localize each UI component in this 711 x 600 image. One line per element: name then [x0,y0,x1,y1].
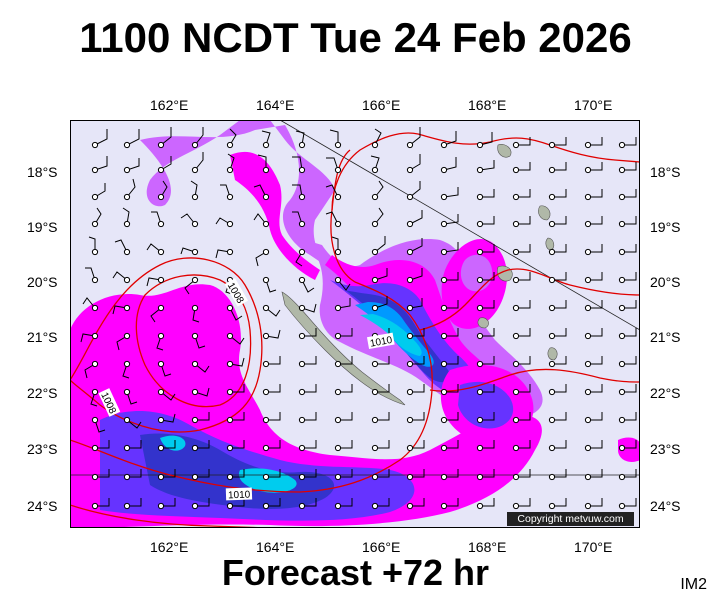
lat-label-right-24: 24°S [650,498,681,514]
lon-label-top-164: 164°E [256,97,295,113]
lat-label-left-20: 20°S [27,274,58,290]
map-title: 1100 NCDT Tue 24 Feb 2026 [79,14,632,61]
rain-area-west-peak-2 [160,435,186,451]
rain-area-east-inner [460,254,493,292]
isobar-center-loop [135,274,252,408]
weather-map: 1008 1008 1010 1010 [70,120,640,528]
isobar-southeast [429,368,640,392]
rain-area-north-core [230,151,320,280]
isobar-lines [70,132,640,528]
isobar-far-south [70,504,271,528]
lat-label-left-24: 24°S [27,498,58,514]
island-north [497,144,512,158]
lon-label-bottom-170: 170°E [574,539,613,555]
rain-area-far-east [618,437,640,462]
lon-label-bottom-166: 166°E [362,539,401,555]
model-tag: IM2 [680,576,707,593]
lat-label-left-19: 19°S [27,219,58,235]
wind-barbs [80,127,637,507]
lat-label-right-20: 20°S [650,274,681,290]
loyalty-island-2 [477,317,489,329]
rain-area-se-blue [458,381,514,429]
eez-boundaries [70,120,640,476]
lon-label-bottom-162: 162°E [150,539,189,555]
forecast-label: Forecast +72 hr [221,552,490,593]
lat-label-right-19: 19°S [650,219,681,235]
copyright-badge: Copyright metvuw.com [507,512,634,526]
map-border [70,120,640,528]
lat-label-left-22: 22°S [27,385,58,401]
eez-line-diagonal [279,120,640,331]
lon-label-top-170: 170°E [574,97,613,113]
lat-label-right-22: 22°S [650,385,681,401]
isobar-label-1010-center: 1010 [369,335,393,350]
lat-label-right-23: 23°S [650,441,681,457]
lat-label-left-23: 23°S [27,441,58,457]
lat-label-left-21: 21°S [27,329,58,345]
loyalty-island-3 [547,347,558,361]
land-layer [281,144,558,406]
isobar-north [331,132,640,211]
lon-label-top-162: 162°E [150,97,189,113]
isobar-label-1010-south: 1010 [228,490,251,502]
wind-station-dots [91,141,626,510]
island-north-2 [538,205,551,221]
lon-label-bottom-164: 164°E [256,539,295,555]
lon-label-top-168: 168°E [468,97,507,113]
isobar-south-1010 [70,149,433,493]
lat-label-right-18: 18°S [650,164,681,180]
rain-area-west-peak [238,468,297,493]
lon-label-bottom-168: 168°E [468,539,507,555]
new-caledonia-land [281,291,406,406]
lat-label-left-18: 18°S [27,164,58,180]
rainfall-layer [70,120,640,528]
lon-label-top-166: 166°E [362,97,401,113]
isobar-east [419,268,640,331]
rain-area-north [140,120,335,270]
lat-label-right-21: 21°S [650,329,681,345]
